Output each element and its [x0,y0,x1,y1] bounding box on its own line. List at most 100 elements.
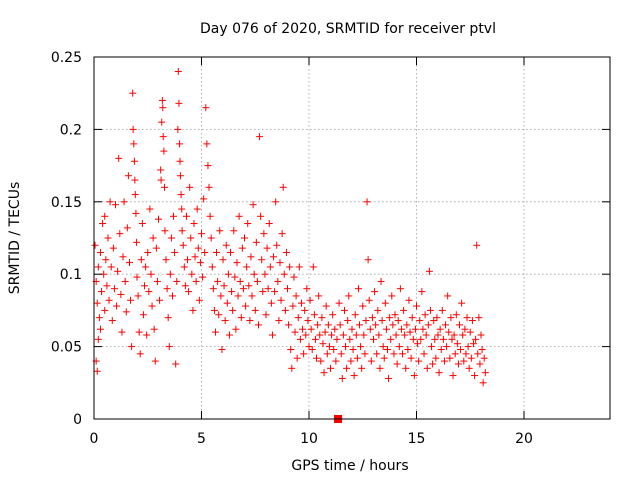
data-point [167,234,175,242]
data-point [252,238,260,246]
data-point [166,270,174,278]
data-point [152,244,160,252]
data-point [261,270,269,278]
data-point [358,364,366,372]
data-point [302,331,310,339]
data-point [342,343,350,351]
data-point [117,290,125,298]
data-point [453,340,461,348]
data-point [164,314,172,322]
data-point [142,263,150,271]
data-point [468,317,476,325]
data-point [96,325,104,333]
data-point [314,321,322,329]
data-point [104,234,112,242]
data-point [481,369,489,377]
data-point [232,325,240,333]
data-point [171,248,179,256]
data-point [335,299,343,307]
data-point [443,343,451,351]
data-point [410,372,418,380]
data-point [472,335,480,343]
data-point [129,125,137,133]
data-point [138,220,146,228]
data-point [94,263,102,271]
data-point [282,248,290,256]
data-point [351,311,359,319]
data-point [471,372,479,380]
data-point [292,292,300,300]
data-point [113,302,121,310]
data-point [281,306,289,314]
data-point [176,140,184,148]
data-point [387,335,395,343]
data-point [132,209,140,217]
data-point [445,328,453,336]
data-point [378,317,386,325]
data-point [108,317,116,325]
data-point [380,354,388,362]
x-tick-label: 10 [300,431,318,447]
data-point [348,325,356,333]
data-point [361,350,369,358]
data-point [153,277,161,285]
data-point [416,317,424,325]
data-point [192,277,200,285]
data-point [349,345,357,353]
data-point [158,96,166,104]
data-point [98,288,106,296]
data-point [339,331,347,339]
data-point [285,321,293,329]
data-point [147,270,155,278]
data-point [325,343,333,351]
data-point [383,345,391,353]
data-point [95,314,103,322]
data-point [244,220,252,228]
data-point [296,335,304,343]
data-point [218,345,226,353]
data-point [291,328,299,336]
data-point [286,263,294,271]
data-point [245,282,253,290]
data-point [162,256,170,264]
data-point [344,317,352,325]
data-point [440,357,448,365]
data-point [279,183,287,191]
data-point [266,263,274,271]
data-point [224,270,232,278]
data-point [368,314,376,322]
data-point [413,302,420,310]
data-point [340,306,348,314]
data-point [337,350,345,358]
data-point [106,198,114,206]
data-point [303,285,311,293]
data-point [419,325,427,333]
data-point [300,350,308,358]
data-point [139,311,147,319]
data-point [452,311,460,319]
data-point [362,317,370,325]
data-point [130,157,138,165]
data-point [250,270,258,278]
data-point [476,360,484,368]
data-point [112,201,119,209]
data-point [102,256,110,264]
data-point [313,354,321,362]
ticks-layer: 0 5 10 15 20 0 0.05 0.1 0.15 0.2 0.25 [51,50,610,447]
y-tick-label: 0.05 [51,340,82,356]
data-point [159,133,167,141]
data-point [238,244,246,252]
data-point [157,176,165,184]
data-point [319,340,327,348]
data-point [324,321,332,329]
data-point [141,282,149,290]
data-point [315,292,323,300]
data-point [475,314,483,322]
data-point [246,317,254,325]
data-point [350,372,358,380]
data-point [99,220,107,228]
data-point [185,288,193,296]
data-point [254,321,262,329]
data-point [144,248,152,256]
data-point [446,354,454,362]
